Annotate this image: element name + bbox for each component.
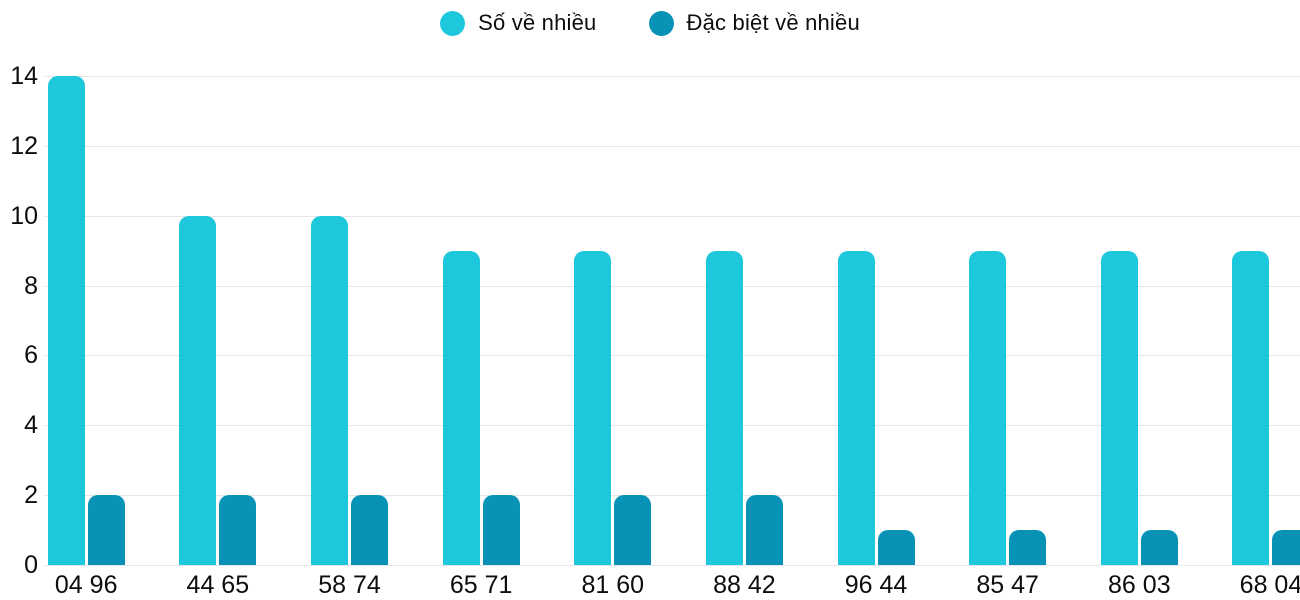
legend-item-dac-biet-ve-nhieu[interactable]: Đặc biệt về nhiều bbox=[648, 10, 860, 36]
y-axis-tick-label: 4 bbox=[24, 411, 38, 440]
bar-so-ve-nhieu bbox=[969, 250, 1007, 565]
gridline bbox=[45, 215, 1300, 217]
x-axis-category-label: 58 74 bbox=[318, 571, 381, 599]
bar-so-ve-nhieu bbox=[837, 250, 875, 565]
bar-dac-biet-ve-nhieu bbox=[87, 495, 125, 565]
y-axis-tick-label: 14 bbox=[10, 61, 38, 90]
bar-so-ve-nhieu bbox=[310, 215, 348, 565]
gridline bbox=[45, 495, 1300, 497]
bar-dac-biet-ve-nhieu bbox=[614, 495, 652, 565]
x-axis-category-label: 85 47 bbox=[976, 571, 1039, 599]
y-axis-tick-label: 2 bbox=[24, 481, 38, 510]
bar-dac-biet-ve-nhieu bbox=[350, 495, 388, 565]
y-axis-tick-label: 8 bbox=[24, 271, 38, 300]
y-axis-tick-label: 10 bbox=[10, 201, 38, 230]
legend-label-dac-biet-ve-nhieu: Đặc biệt về nhiều bbox=[686, 10, 860, 35]
bar-so-ve-nhieu bbox=[47, 75, 85, 565]
x-axis-category-label: 44 65 bbox=[186, 571, 250, 599]
bar-dac-biet-ve-nhieu bbox=[482, 495, 520, 565]
y-axis-tick-label: 0 bbox=[24, 551, 38, 579]
legend-swatch-dac-biet-ve-nhieu-icon bbox=[648, 10, 674, 36]
x-axis-category-label: 81 60 bbox=[581, 571, 645, 599]
x-axis-category-label: 88 42 bbox=[713, 571, 776, 599]
bar-so-ve-nhieu bbox=[442, 250, 480, 565]
gridline bbox=[45, 425, 1300, 427]
legend-label-so-ve-nhieu: Số về nhiều bbox=[478, 10, 597, 35]
bar-so-ve-nhieu bbox=[574, 250, 612, 565]
gridline bbox=[45, 355, 1300, 357]
bar-dac-biet-ve-nhieu bbox=[1009, 530, 1047, 565]
legend-swatch-so-ve-nhieu-icon bbox=[440, 10, 466, 36]
y-axis-tick-label: 6 bbox=[24, 341, 38, 370]
y-axis-tick-label: 12 bbox=[10, 131, 38, 160]
x-axis-category-label: 65 71 bbox=[449, 571, 513, 599]
bar-dac-biet-ve-nhieu bbox=[219, 495, 257, 565]
x-axis-category-label: 96 44 bbox=[844, 571, 908, 599]
x-axis-category-label: 04 96 bbox=[54, 571, 118, 599]
gridline bbox=[45, 75, 1300, 77]
bar-dac-biet-ve-nhieu bbox=[745, 495, 783, 565]
bar-dac-biet-ve-nhieu bbox=[1140, 530, 1178, 565]
bar-so-ve-nhieu bbox=[1100, 250, 1138, 565]
bar-so-ve-nhieu bbox=[179, 215, 217, 565]
x-axis-category-label: 86 03 bbox=[1108, 571, 1171, 599]
bar-so-ve-nhieu bbox=[1232, 250, 1270, 565]
gridline bbox=[45, 285, 1300, 287]
bar-dac-biet-ve-nhieu bbox=[1272, 530, 1300, 565]
gridline bbox=[45, 565, 1300, 566]
bar-so-ve-nhieu bbox=[705, 250, 743, 565]
bar-dac-biet-ve-nhieu bbox=[877, 530, 915, 565]
chart-legend: Số về nhiều Đặc biệt về nhiều bbox=[0, 10, 1300, 36]
gridline bbox=[45, 145, 1300, 147]
x-axis-category-label: 68 04 bbox=[1239, 571, 1300, 599]
legend-item-so-ve-nhieu[interactable]: Số về nhiều bbox=[440, 10, 596, 36]
